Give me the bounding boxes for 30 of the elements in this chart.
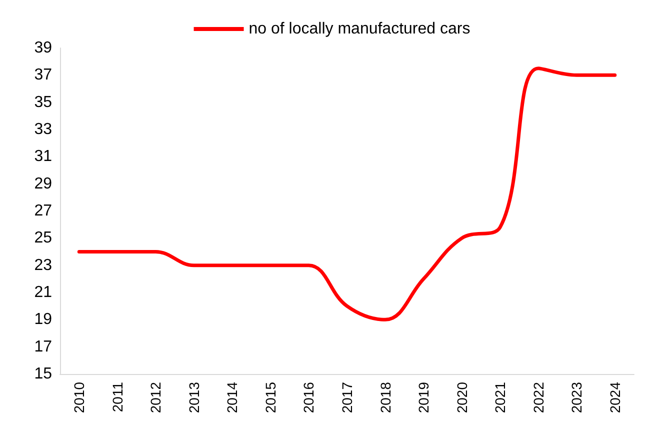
y-tick-label: 19 <box>34 311 52 328</box>
line-series <box>77 66 617 322</box>
y-tick-label: 27 <box>34 202 52 220</box>
y-tick-label: 37 <box>34 66 52 84</box>
y-tick-label: 31 <box>34 148 52 166</box>
y-tick-label: 21 <box>34 284 52 301</box>
x-tick-label: 2017 <box>339 382 355 414</box>
x-tick-label: 2021 <box>492 382 508 414</box>
y-tick-label: 17 <box>34 338 52 356</box>
x-tick-label: 2012 <box>148 382 164 414</box>
y-tick-label: 33 <box>34 121 52 138</box>
x-tick-label: 2022 <box>530 382 546 414</box>
y-tick-label: 25 <box>34 230 52 247</box>
x-tick-label: 2013 <box>186 382 202 414</box>
y-tick-label: 35 <box>34 94 52 111</box>
x-tick-label: 2015 <box>262 382 278 414</box>
y-tick-label: 29 <box>34 175 52 192</box>
x-tick-label: 2016 <box>300 382 317 414</box>
x-tick-label: 2014 <box>224 382 240 414</box>
legend-label: no of locally manufactured cars <box>248 20 470 38</box>
x-tick-label: 2018 <box>377 382 394 414</box>
x-tick-label: 2011 <box>109 382 126 412</box>
x-tick-label: 2019 <box>416 382 432 414</box>
x-tick-label: 2020 <box>454 382 470 414</box>
x-tick-label: 2023 <box>568 382 585 414</box>
x-tick-label: 2024 <box>606 382 623 414</box>
x-tick-label: 2010 <box>71 382 88 414</box>
y-tick-label: 15 <box>34 366 52 382</box>
y-tick-label: 23 <box>34 256 52 274</box>
y-tick-label: 39 <box>34 40 52 56</box>
